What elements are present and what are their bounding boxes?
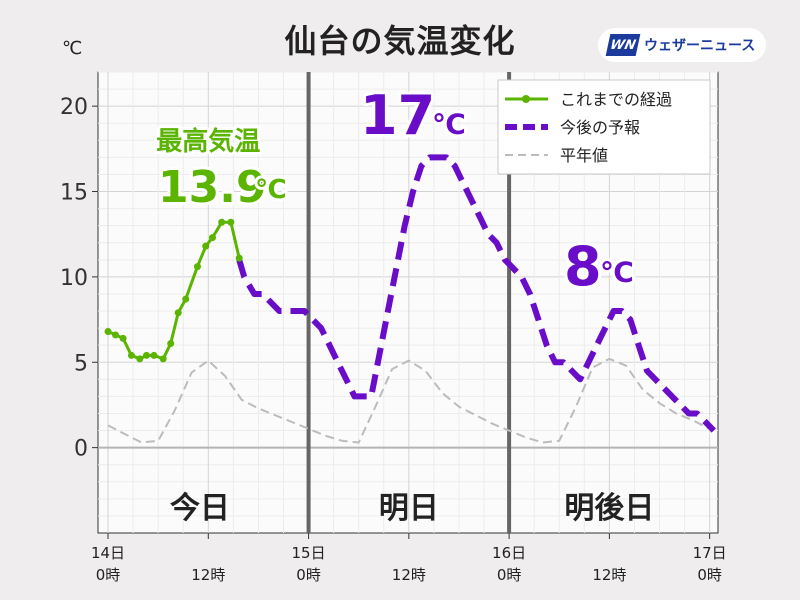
- brand-badge: WN ウェザーニュース: [598, 28, 766, 62]
- y-tick-label: 20: [60, 95, 88, 120]
- observed-point: [119, 334, 127, 342]
- chart-title: 仙台の気温変化: [284, 22, 516, 60]
- observed-point: [218, 218, 226, 226]
- annotation-tomorrow-value: 17: [360, 84, 435, 147]
- x-tick-label-day: 17日: [693, 544, 727, 562]
- day-label: 今日: [170, 491, 230, 526]
- grid-lines: [98, 71, 718, 533]
- observed-point: [104, 328, 112, 336]
- observed-point: [127, 351, 135, 359]
- x-tick-label-hour: 0時: [497, 566, 522, 584]
- annotation-max-unit: ℃: [255, 175, 286, 205]
- x-tick-label-hour: 12時: [191, 566, 225, 584]
- annotation-tomorrow-unit: ℃: [432, 108, 466, 141]
- observed-point: [136, 355, 144, 363]
- observed-point: [193, 263, 201, 271]
- y-axis-unit: ℃: [62, 38, 83, 59]
- day-label: 明日: [379, 491, 439, 526]
- y-tick-label: 15: [60, 181, 88, 206]
- y-tick-label: 10: [60, 266, 88, 291]
- x-tick-label-day: 16日: [492, 544, 526, 562]
- observed-point: [142, 351, 150, 359]
- series-normal-line: [107, 357, 711, 444]
- annotation-dayafter-value: 8: [564, 235, 602, 298]
- observed-point: [167, 339, 175, 347]
- observed-point: [202, 242, 210, 250]
- x-tick-label-hour: 0時: [296, 566, 321, 584]
- y-tick-label: 5: [74, 351, 88, 376]
- observed-point: [150, 351, 158, 359]
- legend-swatch-observed-marker: [522, 95, 530, 103]
- x-tick-label-hour: 0時: [96, 566, 121, 584]
- x-tick-label-day: 14日: [91, 544, 125, 562]
- annotation-max-value: 13.9: [158, 162, 267, 213]
- observed-point: [208, 234, 216, 242]
- x-tick-label-hour: 0時: [697, 566, 722, 584]
- observed-point: [227, 218, 235, 226]
- observed-point: [182, 295, 190, 303]
- observed-point: [159, 355, 167, 363]
- observed-point: [112, 331, 120, 339]
- annotation-dayafter-unit: ℃: [600, 256, 634, 289]
- legend-label: これまでの経過: [560, 90, 672, 109]
- legend-label: 今後の予報: [560, 118, 640, 137]
- y-tick-label: 0: [74, 437, 88, 462]
- observed-point: [235, 254, 243, 262]
- day-label: 明後日: [564, 491, 654, 526]
- x-tick-label-hour: 12時: [392, 566, 426, 584]
- series-forecast-line: [236, 154, 716, 433]
- observed-point: [174, 309, 182, 317]
- annotation-max-label: 最高気温: [156, 126, 260, 157]
- x-tick-label-hour: 12時: [592, 566, 626, 584]
- brand-name: ウェザーニュース: [644, 38, 756, 54]
- x-tick-label-day: 15日: [292, 544, 326, 562]
- legend-label: 平年値: [560, 146, 608, 165]
